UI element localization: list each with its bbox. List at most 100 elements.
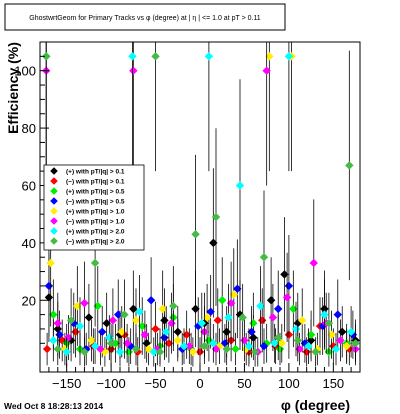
data-point [311,347,320,357]
legend-label: (−) with pT/|q| > 1.0 [66,219,125,226]
data-point [231,344,240,354]
data-point [131,344,141,354]
data-point [333,310,342,319]
data-point [115,347,125,357]
data-point [138,321,147,331]
series-6 [49,42,356,367]
data-point [346,327,356,337]
legend-marker [50,227,58,235]
x-tick-label: 50 [237,376,251,391]
data-point [111,339,120,348]
legend-box [43,164,145,251]
legend-label: (−) with pT/|q| > 0.5 [66,199,125,206]
data-point [320,310,329,319]
data-point [58,336,67,345]
data-point [106,339,116,348]
data-marks [42,42,360,367]
data-point [235,181,245,190]
legend-marker [50,177,58,185]
data-point [324,319,334,328]
data-point [206,307,215,316]
data-point [222,344,231,354]
data-point [270,339,279,348]
data-point [327,330,336,339]
data-point [135,307,144,316]
chart-title: GhostwrtGeom for Primary Tracks vs φ (de… [29,15,261,22]
data-point [342,341,351,351]
data-point [73,301,82,311]
data-point [93,301,102,311]
data-point [268,313,278,322]
data-point [274,333,283,342]
legend-label: (+) with pT/|q| > 0.5 [66,189,125,196]
data-point [259,341,269,351]
data-point [164,339,174,348]
data-point [284,52,294,61]
data-point [224,313,233,322]
x-tick-label: 0 [196,376,203,391]
data-point [293,336,302,345]
data-point [84,313,94,322]
data-point [162,327,171,337]
data-point [90,258,100,268]
data-point [306,330,316,339]
legend-marker [50,197,58,205]
legend-marker [50,217,58,225]
data-point [102,319,111,328]
timestamp-footer: Wed Oct 8 18:28:13 2014 [4,401,103,411]
data-point [331,344,341,354]
data-point [151,52,160,61]
data-point [238,313,247,322]
data-point [298,316,307,325]
data-point [209,339,218,348]
series-4 [46,42,351,367]
y-tick-label: 80 [22,121,36,136]
data-point [122,339,132,348]
data-point [274,304,283,314]
data-point [211,344,221,354]
data-point [259,253,269,262]
data-point [256,301,265,311]
axes: −150 −100 −50 0 50 100 150 20 40 60 80 100 [14,55,361,391]
data-point [49,336,58,345]
data-point [146,296,156,305]
legend-label: (−) with pT/|q| > 0.1 [66,179,125,186]
data-point [53,344,62,354]
legend-marker [50,207,58,215]
data-point [218,296,227,305]
data-point [289,304,298,314]
x-tick-label: 150 [322,376,344,391]
data-point [75,321,85,331]
data-point [129,66,138,75]
data-point [182,330,191,339]
data-point [46,258,55,268]
data-point [129,304,138,314]
data-point [108,316,118,325]
y-tick-label: 40 [22,236,36,251]
series-7 [42,42,360,367]
data-point [262,66,271,75]
data-point [204,336,214,345]
data-point [304,341,313,351]
data-point [114,310,123,319]
title-box [4,3,286,31]
x-tick-label: −50 [145,376,167,391]
data-point [42,52,51,61]
data-point [131,316,141,325]
x-tick-label: −100 [96,376,125,391]
x-axis-title: φ (degree) [281,397,350,413]
data-point [66,316,76,325]
data-point [49,310,58,319]
y-tick-label: 60 [22,178,36,193]
data-point [188,347,198,357]
data-point [120,310,129,319]
data-point [128,52,137,61]
data-point [149,347,158,357]
x-tick-label: −150 [52,376,81,391]
data-point [282,293,292,302]
data-point [202,313,212,322]
data-point [209,238,218,248]
y-tick-label: 20 [22,293,36,308]
legend-marker [50,237,58,245]
y-axis-title: Efficiency (%) [5,42,21,134]
